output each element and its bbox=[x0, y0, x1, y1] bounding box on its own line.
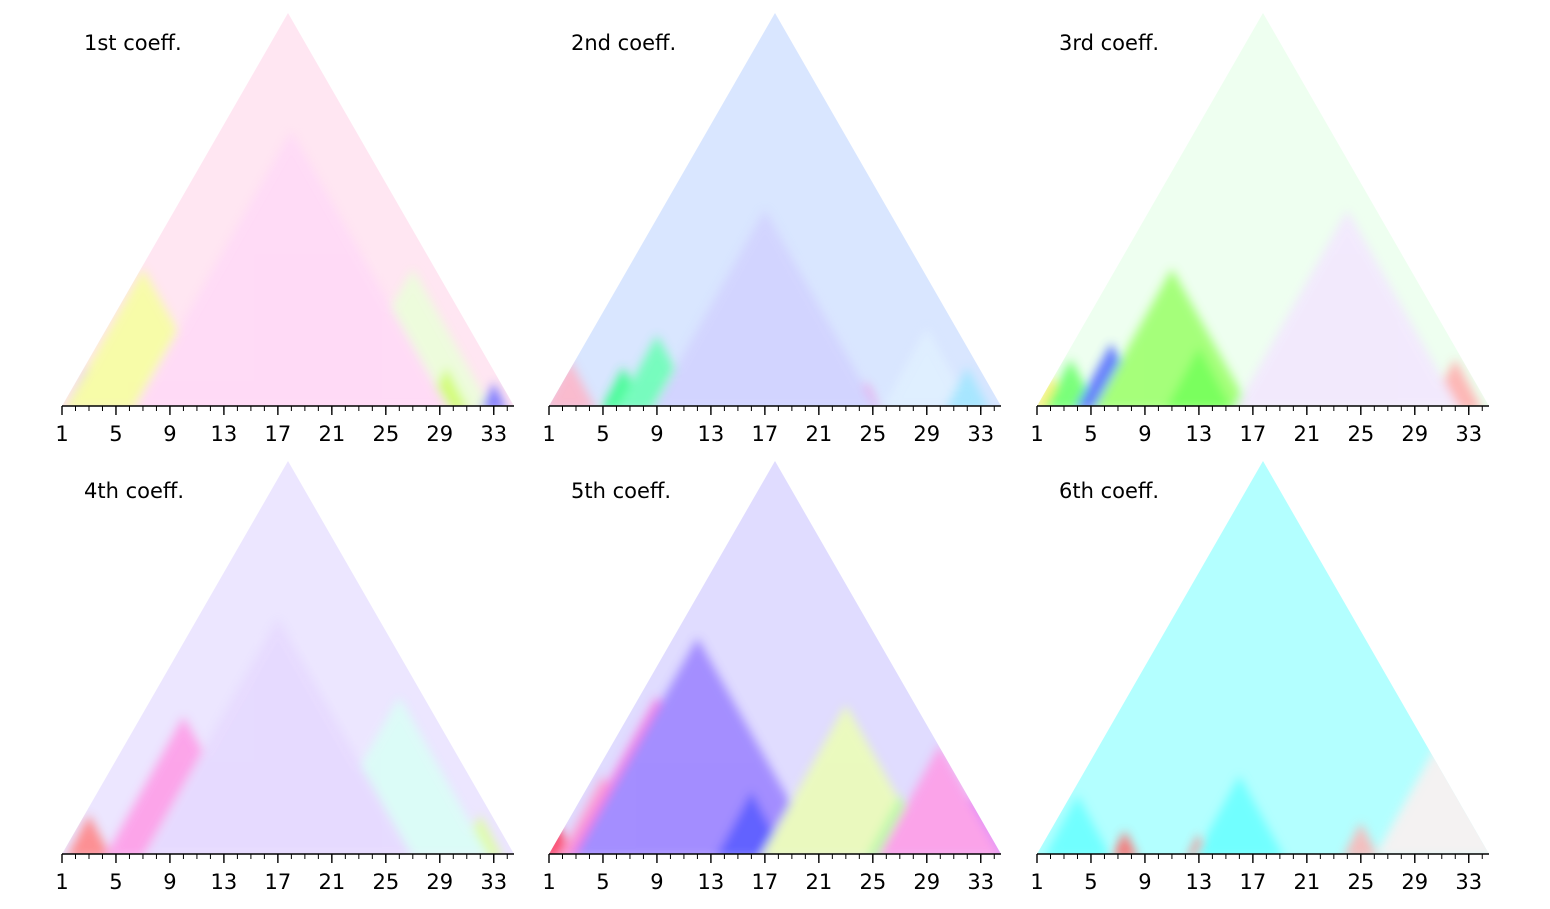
chart-panel: 1 5 9 13 17 21 25 29 33 3rd coeff. bbox=[1017, 13, 1489, 453]
chart-panel: 1 5 9 13 17 21 25 29 33 2nd coeff. bbox=[529, 13, 1001, 453]
x-tick-label: 17 bbox=[752, 870, 779, 894]
x-tick-label: 13 bbox=[1186, 870, 1213, 894]
x-tick-label: 1 bbox=[542, 422, 555, 446]
heatmap-region bbox=[1234, 209, 1461, 406]
x-tick-label: 33 bbox=[967, 422, 994, 446]
x-tick-label: 9 bbox=[1138, 870, 1151, 894]
heatmap-region bbox=[142, 618, 414, 854]
x-tick-label: 33 bbox=[967, 870, 994, 894]
x-tick-label: 21 bbox=[805, 422, 832, 446]
x-tick-label: 29 bbox=[1401, 422, 1428, 446]
chart-panel: 1 5 9 13 17 21 25 29 33 5th coeff. bbox=[529, 461, 1001, 901]
panel-title: 3rd coeff. bbox=[1059, 31, 1160, 55]
heatmap-region bbox=[133, 130, 450, 406]
chart-panel: 1 5 9 13 17 21 25 29 33 4th coeff. bbox=[42, 461, 514, 901]
x-tick-label: 5 bbox=[596, 870, 609, 894]
x-tick-label: 1 bbox=[55, 870, 68, 894]
x-tick-label: 13 bbox=[211, 422, 238, 446]
x-tick-label: 17 bbox=[1240, 870, 1267, 894]
x-tick-label: 25 bbox=[372, 422, 399, 446]
chart-svg: 1 5 9 13 17 21 25 29 33 bbox=[1030, 13, 1489, 446]
x-tick-label: 33 bbox=[1455, 422, 1482, 446]
x-tick-label: 5 bbox=[109, 422, 122, 446]
x-tick-label: 29 bbox=[913, 422, 940, 446]
x-tick-label: 5 bbox=[109, 870, 122, 894]
x-tick-label: 21 bbox=[318, 422, 345, 446]
x-tick-label: 17 bbox=[265, 870, 292, 894]
x-tick-label: 29 bbox=[426, 422, 453, 446]
x-tick-label: 29 bbox=[913, 870, 940, 894]
heatmap-region bbox=[944, 366, 990, 406]
x-tick-label: 5 bbox=[1084, 422, 1097, 446]
x-tick-label: 25 bbox=[1347, 870, 1374, 894]
panel-title: 5th coeff. bbox=[571, 479, 672, 503]
x-tick-label: 21 bbox=[1293, 422, 1320, 446]
chart-svg: 1 5 9 13 17 21 25 29 33 bbox=[1030, 461, 1489, 894]
x-tick-label: 17 bbox=[752, 422, 779, 446]
x-tick-label: 9 bbox=[1138, 422, 1151, 446]
x-tick-label: 1 bbox=[542, 870, 555, 894]
heatmap-region bbox=[877, 743, 1001, 854]
panel-title: 6th coeff. bbox=[1059, 479, 1160, 503]
x-tick-label: 25 bbox=[1347, 422, 1374, 446]
heatmap-region bbox=[651, 209, 878, 406]
heatmap-region bbox=[1043, 795, 1112, 854]
x-tick-label: 21 bbox=[318, 870, 345, 894]
chart-svg: 1 5 9 13 17 21 25 29 33 bbox=[542, 13, 1001, 446]
x-tick-label: 13 bbox=[1186, 422, 1213, 446]
heatmap-triangle bbox=[549, 13, 1001, 406]
panel-title: 4th coeff. bbox=[84, 479, 185, 503]
heatmap-region bbox=[549, 358, 597, 406]
heatmap-region bbox=[1194, 775, 1285, 854]
x-tick-label: 29 bbox=[1401, 870, 1428, 894]
heatmap-region bbox=[1111, 830, 1139, 854]
x-tick-label: 5 bbox=[596, 422, 609, 446]
x-tick-label: 9 bbox=[163, 422, 176, 446]
x-tick-label: 17 bbox=[1240, 422, 1267, 446]
x-tick-label: 33 bbox=[1455, 870, 1482, 894]
x-tick-label: 13 bbox=[698, 870, 725, 894]
heatmap-region bbox=[881, 327, 972, 406]
chart-svg: 1 5 9 13 17 21 25 29 33 bbox=[542, 461, 1001, 894]
x-tick-label: 33 bbox=[480, 422, 507, 446]
heatmap-region bbox=[1165, 347, 1233, 406]
x-tick-label: 33 bbox=[480, 870, 507, 894]
x-tick-label: 13 bbox=[211, 870, 238, 894]
x-tick-label: 13 bbox=[698, 422, 725, 446]
x-tick-label: 1 bbox=[55, 422, 68, 446]
x-tick-label: 1 bbox=[1030, 870, 1043, 894]
x-tick-label: 9 bbox=[650, 422, 663, 446]
x-tick-label: 29 bbox=[426, 870, 453, 894]
chart-svg: 1 5 9 13 17 21 25 29 33 bbox=[55, 13, 514, 446]
chart-panel: 1 5 9 13 17 21 25 29 33 6th coeff. bbox=[1017, 461, 1489, 901]
chart-svg: 1 5 9 13 17 21 25 29 33 bbox=[55, 461, 514, 894]
x-tick-label: 9 bbox=[163, 870, 176, 894]
panel-title: 2nd coeff. bbox=[571, 31, 677, 55]
x-tick-label: 1 bbox=[1030, 422, 1043, 446]
heatmap-region bbox=[66, 814, 112, 854]
x-tick-label: 5 bbox=[1084, 870, 1097, 894]
heatmap-region bbox=[573, 637, 822, 854]
x-tick-label: 25 bbox=[372, 870, 399, 894]
x-tick-label: 9 bbox=[650, 870, 663, 894]
heatmap-region bbox=[1342, 822, 1379, 854]
x-tick-label: 17 bbox=[265, 422, 292, 446]
heatmap-region bbox=[480, 382, 508, 406]
x-tick-label: 25 bbox=[859, 870, 886, 894]
heatmap-triangle bbox=[1037, 461, 1489, 854]
x-tick-label: 21 bbox=[805, 870, 832, 894]
x-tick-label: 25 bbox=[859, 422, 886, 446]
x-tick-label: 21 bbox=[1293, 870, 1320, 894]
panel-title: 1st coeff. bbox=[84, 31, 182, 55]
chart-panel: 1 5 9 13 17 21 25 29 33 1st coeff. bbox=[42, 13, 514, 453]
